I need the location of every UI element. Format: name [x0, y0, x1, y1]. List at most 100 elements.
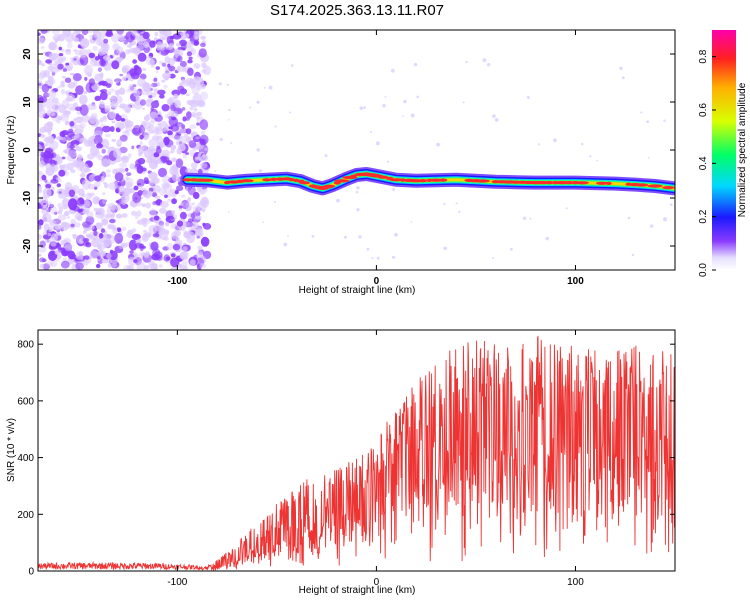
- noise-blob: [179, 211, 187, 220]
- noise-blob: [89, 250, 99, 259]
- noise-blob: [195, 136, 200, 140]
- noise-blob: [109, 263, 113, 266]
- noise-blob: [186, 111, 192, 119]
- noise-blob: [147, 97, 154, 103]
- noise-blob: [65, 49, 72, 55]
- noise-speck: [410, 113, 415, 118]
- noise-blob: [43, 150, 52, 159]
- noise-blob: [87, 153, 95, 160]
- noise-blob: [173, 229, 181, 237]
- noise-blob: [99, 173, 103, 177]
- noise-speck: [553, 138, 557, 143]
- snr-frame: [37, 329, 676, 572]
- noise-blob: [66, 216, 71, 219]
- noise-blob: [175, 49, 180, 54]
- noise-blob: [176, 185, 184, 192]
- noise-speck: [256, 148, 260, 152]
- noise-blob: [38, 203, 42, 209]
- noise-blob: [102, 115, 107, 120]
- noise-blob: [171, 210, 176, 215]
- noise-blob: [124, 120, 134, 128]
- noise-blob: [122, 213, 128, 218]
- noise-blob: [73, 57, 77, 61]
- y-tick-label: 600: [17, 396, 34, 407]
- noise-blob: [200, 162, 208, 169]
- noise-blob: [179, 251, 189, 259]
- noise-blob: [155, 147, 162, 154]
- noise-blob: [189, 124, 197, 130]
- noise-blob: [132, 59, 138, 64]
- noise-blob: [153, 215, 160, 221]
- noise-blob: [148, 179, 155, 186]
- noise-blob: [170, 266, 178, 270]
- noise-blob: [94, 175, 102, 182]
- noise-blob: [113, 147, 122, 159]
- noise-speck: [487, 62, 491, 67]
- noise-blob: [51, 186, 55, 191]
- noise-blob: [61, 156, 66, 160]
- noise-blob: [137, 52, 147, 62]
- noise-speck: [596, 159, 599, 162]
- ridge-core: [200, 178, 214, 182]
- noise-blob: [111, 120, 116, 124]
- noise-blob: [94, 95, 102, 102]
- noise-blob: [53, 211, 58, 215]
- noise-blob: [126, 241, 130, 245]
- noise-blob: [143, 115, 150, 122]
- noise-blob: [147, 190, 153, 197]
- noise-blob: [93, 181, 101, 188]
- noise-blob: [126, 44, 132, 48]
- noise-speck: [336, 198, 340, 203]
- noise-blob: [89, 224, 95, 230]
- noise-blob: [170, 144, 177, 150]
- noise-speck: [274, 125, 277, 128]
- noise-blob: [152, 201, 157, 206]
- noise-blob: [81, 137, 87, 142]
- noise-speck: [465, 60, 468, 64]
- noise-blob: [118, 168, 126, 173]
- noise-speck: [228, 211, 230, 213]
- noise-blob: [59, 113, 70, 122]
- noise-blob: [149, 40, 156, 48]
- noise-blob: [99, 58, 106, 67]
- noise-blob: [60, 260, 70, 269]
- noise-blob: [198, 48, 207, 58]
- noise-speck: [218, 82, 222, 86]
- noise-blob: [43, 142, 49, 147]
- noise-speck: [455, 202, 458, 205]
- noise-blob: [148, 225, 158, 235]
- noise-blob: [135, 201, 143, 207]
- noise-blob: [73, 37, 79, 43]
- noise-blob: [93, 150, 101, 158]
- noise-blob: [170, 257, 180, 268]
- noise-blob: [200, 42, 206, 48]
- noise-blob: [189, 149, 196, 155]
- noise-speck: [482, 58, 487, 63]
- noise-blob: [62, 30, 72, 37]
- y-tick-label: 400: [17, 453, 34, 464]
- noise-speck: [268, 85, 273, 90]
- noise-blob: [136, 238, 142, 244]
- noise-speck: [458, 210, 461, 213]
- noise-blob: [132, 166, 138, 171]
- noise-blob: [149, 208, 157, 218]
- noise-blob: [85, 233, 92, 238]
- ridge-core: [240, 179, 254, 183]
- spectrogram-y-label: Frequency (Hz): [6, 116, 17, 185]
- noise-blob: [168, 216, 174, 220]
- noise-blob: [132, 47, 141, 54]
- ridge-core: [563, 181, 574, 185]
- noise-speck: [369, 130, 372, 133]
- noise-blob: [116, 30, 124, 35]
- noise-blob: [40, 46, 45, 49]
- noise-blob: [115, 167, 123, 174]
- noise-blob: [93, 30, 102, 39]
- colorbar-tick-label: 0.2: [698, 209, 709, 223]
- noise-blob: [129, 163, 135, 170]
- noise-blob: [40, 30, 48, 34]
- noise-blob: [127, 256, 137, 266]
- noise-blob: [104, 133, 111, 138]
- noise-speck: [416, 95, 420, 99]
- noise-blob: [143, 137, 148, 141]
- noise-speck: [589, 155, 592, 158]
